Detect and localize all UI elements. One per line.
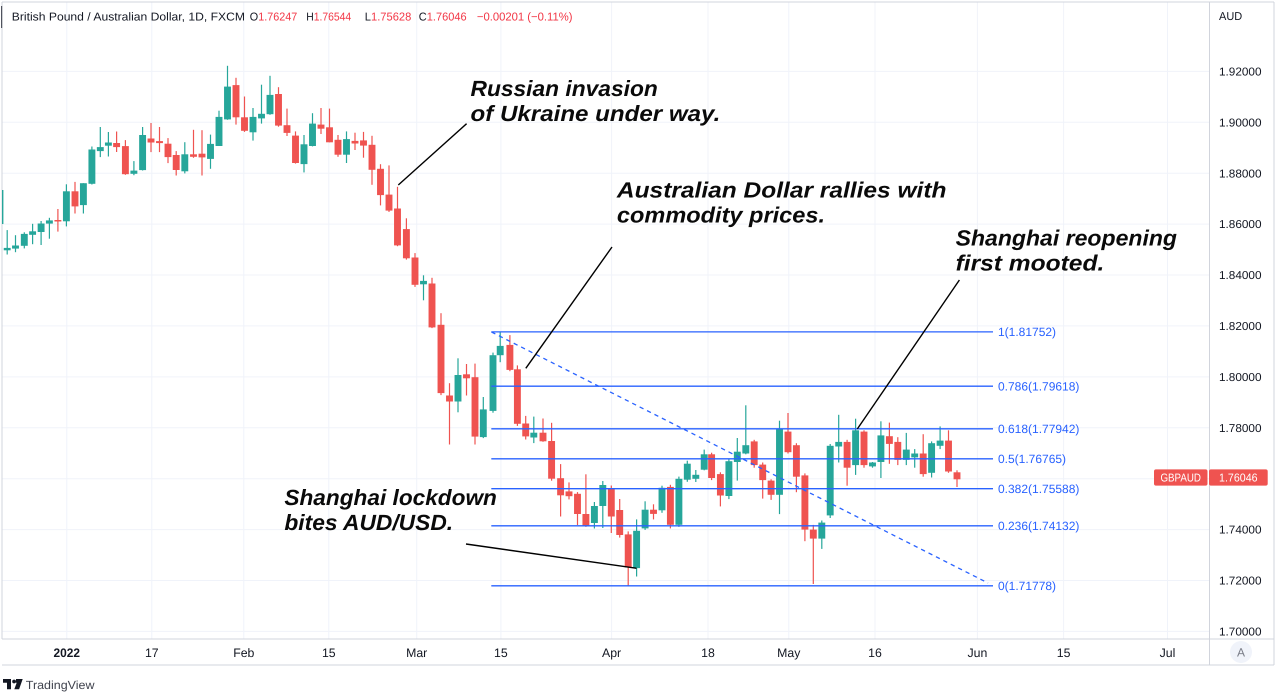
svg-text:Feb: Feb: [233, 646, 254, 660]
svg-text:0.618(1.77942): 0.618(1.77942): [998, 422, 1079, 436]
svg-text:1.92000: 1.92000: [1219, 67, 1262, 79]
svg-text:0(1.71778): 0(1.71778): [998, 579, 1056, 593]
svg-text:18: 18: [701, 646, 715, 660]
svg-text:16: 16: [868, 646, 882, 660]
svg-text:Jun: Jun: [967, 646, 987, 660]
svg-text:1.84000: 1.84000: [1219, 270, 1262, 282]
svg-text:A: A: [1237, 646, 1245, 660]
svg-text:15: 15: [494, 646, 508, 660]
svg-text:H1.76544: H1.76544: [306, 11, 352, 23]
svg-text:Russian invasion: Russian invasion: [471, 76, 658, 101]
svg-text:1.86000: 1.86000: [1219, 219, 1262, 231]
svg-text:17: 17: [145, 646, 159, 660]
svg-text:bites AUD/USD.: bites AUD/USD.: [284, 510, 453, 535]
svg-text:Australian Dollar rallies with: Australian Dollar rallies with: [616, 178, 947, 203]
svg-text:Apr: Apr: [602, 646, 621, 660]
svg-text:GBPAUD: GBPAUD: [1160, 473, 1201, 485]
svg-text:Shanghai reopening: Shanghai reopening: [956, 226, 1178, 251]
svg-text:AUD: AUD: [1219, 11, 1242, 23]
svg-text:1(1.81752): 1(1.81752): [998, 325, 1056, 339]
svg-text:−0.00201 (−0.11%): −0.00201 (−0.11%): [477, 11, 573, 23]
svg-text:first mooted.: first mooted.: [956, 251, 1105, 276]
svg-text:0.5(1.76765): 0.5(1.76765): [998, 452, 1066, 466]
svg-text:commodity prices.: commodity prices.: [617, 203, 825, 228]
svg-text:of Ukraine under way.: of Ukraine under way.: [471, 101, 721, 126]
svg-text:0.786(1.79618): 0.786(1.79618): [998, 379, 1079, 393]
svg-text:1.72000: 1.72000: [1219, 576, 1262, 588]
svg-text:15: 15: [1057, 646, 1071, 660]
svg-text:0.236(1.74132): 0.236(1.74132): [998, 519, 1079, 533]
svg-text:2022: 2022: [54, 646, 81, 660]
svg-text:1.90000: 1.90000: [1219, 117, 1262, 129]
svg-text:Shanghai lockdown: Shanghai lockdown: [284, 485, 497, 510]
svg-text:1.80000: 1.80000: [1219, 372, 1262, 384]
svg-text:Jul: Jul: [1160, 646, 1176, 660]
svg-text:1.88000: 1.88000: [1219, 168, 1262, 180]
svg-text:1.82000: 1.82000: [1219, 321, 1262, 333]
svg-text:O1.76247: O1.76247: [250, 11, 298, 23]
svg-text:L1.75628: L1.75628: [365, 11, 412, 23]
svg-text:C1.76046: C1.76046: [419, 11, 467, 23]
svg-text:1.70000: 1.70000: [1219, 627, 1262, 639]
svg-text:British Pound / Australian Dol: British Pound / Australian Dollar, 1D, F…: [12, 11, 245, 23]
svg-text:1.74000: 1.74000: [1219, 525, 1262, 537]
svg-text:0.382(1.75588): 0.382(1.75588): [998, 482, 1079, 496]
svg-text:15: 15: [322, 646, 336, 660]
svg-text:1.78000: 1.78000: [1219, 423, 1262, 435]
svg-text:TradingView: TradingView: [26, 678, 95, 692]
svg-text:May: May: [777, 646, 801, 660]
svg-text:1.76046: 1.76046: [1219, 473, 1258, 485]
svg-text:Mar: Mar: [406, 646, 427, 660]
